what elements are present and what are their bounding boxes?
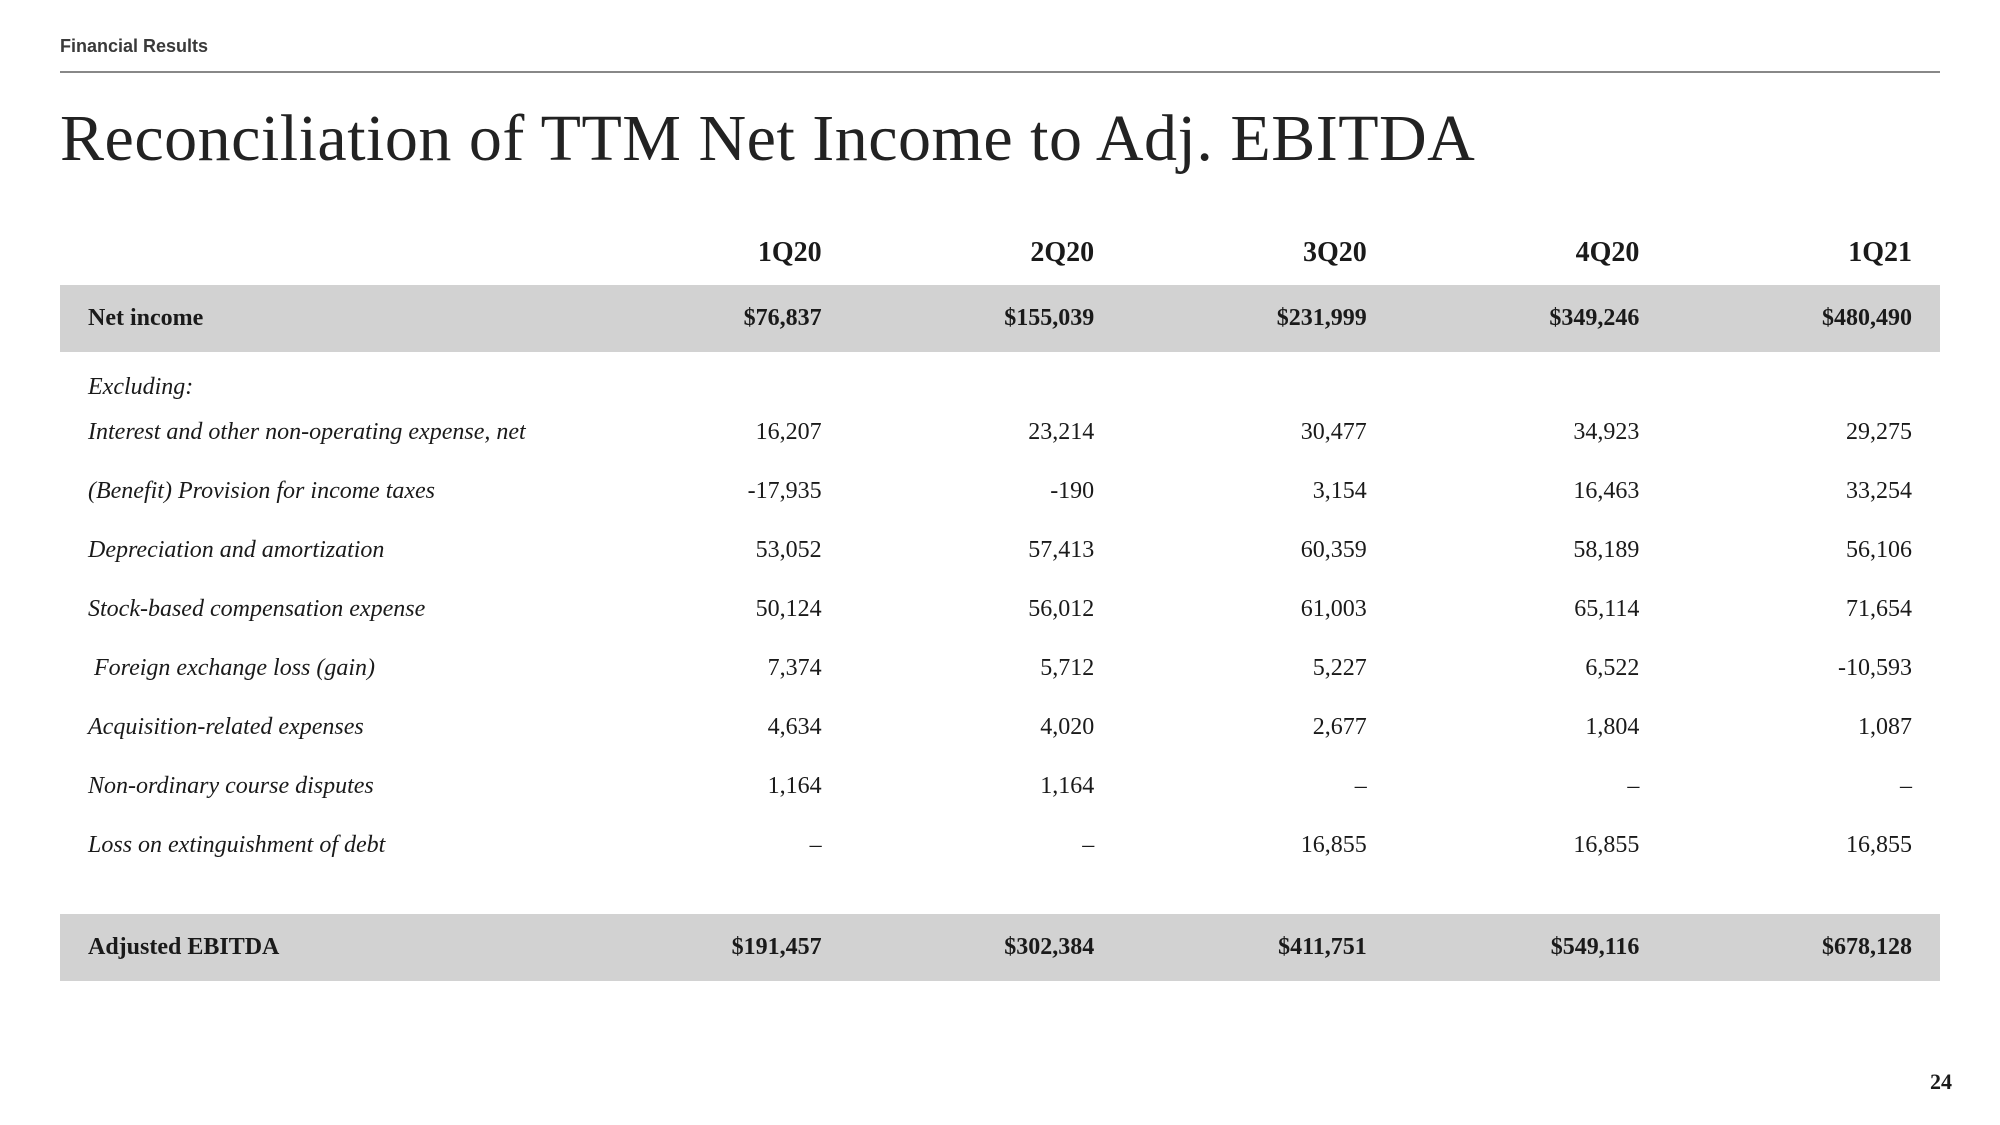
table-row: Interest and other non-operating expense…	[60, 403, 1940, 462]
cell: $411,751	[1122, 914, 1395, 981]
cell: 29,275	[1667, 403, 1940, 462]
page-number: 24	[1930, 1069, 1952, 1095]
cell: $302,384	[850, 914, 1123, 981]
cell: 1,164	[850, 757, 1123, 816]
cell: 3,154	[1122, 462, 1395, 521]
cell: 34,923	[1395, 403, 1668, 462]
table-row: Loss on extinguishment of debt––16,85516…	[60, 816, 1940, 875]
row-label: Non-ordinary course disputes	[60, 757, 577, 816]
cell: 58,189	[1395, 521, 1668, 580]
cell: 2,677	[1122, 698, 1395, 757]
cell: –	[1395, 757, 1668, 816]
cell: 5,712	[850, 639, 1123, 698]
cell: –	[577, 816, 850, 875]
cell: 53,052	[577, 521, 850, 580]
reconciliation-table: 1Q20 2Q20 3Q20 4Q20 1Q21 Net income$76,8…	[60, 229, 1940, 981]
row-label: Stock-based compensation expense	[60, 580, 577, 639]
table-row: Stock-based compensation expense50,12456…	[60, 580, 1940, 639]
cell: 5,227	[1122, 639, 1395, 698]
cell: 61,003	[1122, 580, 1395, 639]
cell: 4,020	[850, 698, 1123, 757]
row-label: Interest and other non-operating expense…	[60, 403, 577, 462]
spacer-row	[60, 875, 1940, 914]
cell: $549,116	[1395, 914, 1668, 981]
cell: -10,593	[1667, 639, 1940, 698]
cell: 60,359	[1122, 521, 1395, 580]
cell: 65,114	[1395, 580, 1668, 639]
cell: $480,490	[1667, 285, 1940, 352]
col-header: 1Q20	[577, 229, 850, 285]
row-label: Net income	[60, 285, 577, 352]
cell: 50,124	[577, 580, 850, 639]
cell: –	[1122, 757, 1395, 816]
col-header: 4Q20	[1395, 229, 1668, 285]
page-title: Reconciliation of TTM Net Income to Adj.…	[60, 101, 1940, 177]
cell: $231,999	[1122, 285, 1395, 352]
cell: $76,837	[577, 285, 850, 352]
table-row: Acquisition-related expenses4,6344,0202,…	[60, 698, 1940, 757]
cell: 30,477	[1122, 403, 1395, 462]
cell: 16,855	[1395, 816, 1668, 875]
cell: -190	[850, 462, 1123, 521]
cell: 56,106	[1667, 521, 1940, 580]
table-row: Foreign exchange loss (gain)7,3745,7125,…	[60, 639, 1940, 698]
row-label: (Benefit) Provision for income taxes	[60, 462, 577, 521]
table-header-row: 1Q20 2Q20 3Q20 4Q20 1Q21	[60, 229, 1940, 285]
cell: 56,012	[850, 580, 1123, 639]
table-row: Net income$76,837$155,039$231,999$349,24…	[60, 285, 1940, 352]
table-row: Non-ordinary course disputes1,1641,164––…	[60, 757, 1940, 816]
table-row: Adjusted EBITDA$191,457$302,384$411,751$…	[60, 914, 1940, 981]
cell: 57,413	[850, 521, 1123, 580]
col-header: 2Q20	[850, 229, 1123, 285]
table-row: (Benefit) Provision for income taxes-17,…	[60, 462, 1940, 521]
cell: $155,039	[850, 285, 1123, 352]
cell: 6,522	[1395, 639, 1668, 698]
cell: 16,207	[577, 403, 850, 462]
cell: 16,855	[1667, 816, 1940, 875]
cell: 23,214	[850, 403, 1123, 462]
row-label: Loss on extinguishment of debt	[60, 816, 577, 875]
table-row: Depreciation and amortization53,05257,41…	[60, 521, 1940, 580]
row-label: Foreign exchange loss (gain)	[60, 639, 577, 698]
cell: 33,254	[1667, 462, 1940, 521]
row-label: Acquisition-related expenses	[60, 698, 577, 757]
cell	[577, 352, 850, 403]
cell: $191,457	[577, 914, 850, 981]
row-label: Depreciation and amortization	[60, 521, 577, 580]
cell: $678,128	[1667, 914, 1940, 981]
col-header: 1Q21	[1667, 229, 1940, 285]
cell: 1,164	[577, 757, 850, 816]
cell: 16,463	[1395, 462, 1668, 521]
cell: $349,246	[1395, 285, 1668, 352]
table-row: Excluding:	[60, 352, 1940, 403]
row-label: Excluding:	[60, 352, 577, 403]
cell: –	[850, 816, 1123, 875]
cell: 71,654	[1667, 580, 1940, 639]
divider	[60, 71, 1940, 73]
row-label: Adjusted EBITDA	[60, 914, 577, 981]
cell	[1122, 352, 1395, 403]
cell	[850, 352, 1123, 403]
col-header: 3Q20	[1122, 229, 1395, 285]
cell: 1,804	[1395, 698, 1668, 757]
cell: 4,634	[577, 698, 850, 757]
section-label: Financial Results	[60, 36, 1940, 57]
cell: -17,935	[577, 462, 850, 521]
cell: 16,855	[1122, 816, 1395, 875]
cell: 1,087	[1667, 698, 1940, 757]
cell: 7,374	[577, 639, 850, 698]
cell	[1395, 352, 1668, 403]
cell	[1667, 352, 1940, 403]
cell: –	[1667, 757, 1940, 816]
col-header-blank	[60, 229, 577, 285]
